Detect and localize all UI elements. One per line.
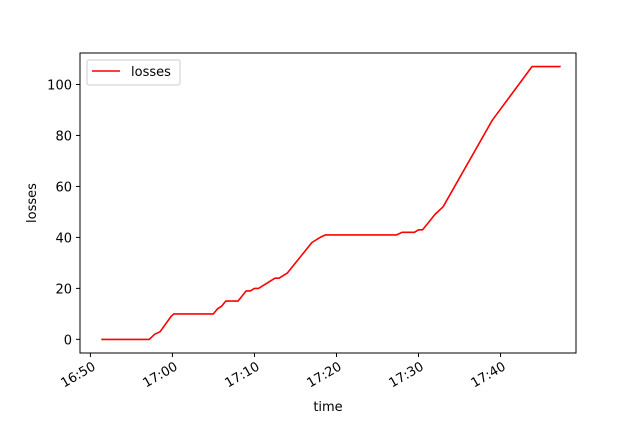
- y-tick-label: 0: [64, 333, 72, 348]
- y-axis-label: losses: [25, 183, 40, 223]
- legend-box: [86, 59, 181, 86]
- y-tick-label: 60: [55, 180, 72, 195]
- y-tick-label: 20: [55, 282, 72, 297]
- x-tick-label: 17:10: [222, 359, 262, 391]
- y-tick-label: 80: [55, 129, 72, 144]
- legend: losses: [86, 59, 181, 86]
- plot-area: [79, 52, 577, 354]
- x-tick-label: 17:00: [140, 359, 180, 391]
- legend-label-losses: losses: [131, 65, 171, 80]
- y-tick-label: 40: [55, 231, 72, 246]
- x-tick-label: 17:40: [469, 359, 509, 391]
- x-axis: 16:50 17:00 17:10 17:20 17:30 17:40: [58, 353, 509, 391]
- x-tick-label: 17:30: [387, 359, 427, 391]
- x-axis-label: time: [313, 400, 342, 415]
- series-line-losses: [101, 65, 561, 341]
- x-tick-label: 17:20: [305, 359, 345, 391]
- y-tick-label: 100: [47, 78, 72, 93]
- x-tick-label: 16:50: [58, 359, 98, 391]
- y-axis: 0 20 40 60 80 100: [47, 78, 80, 348]
